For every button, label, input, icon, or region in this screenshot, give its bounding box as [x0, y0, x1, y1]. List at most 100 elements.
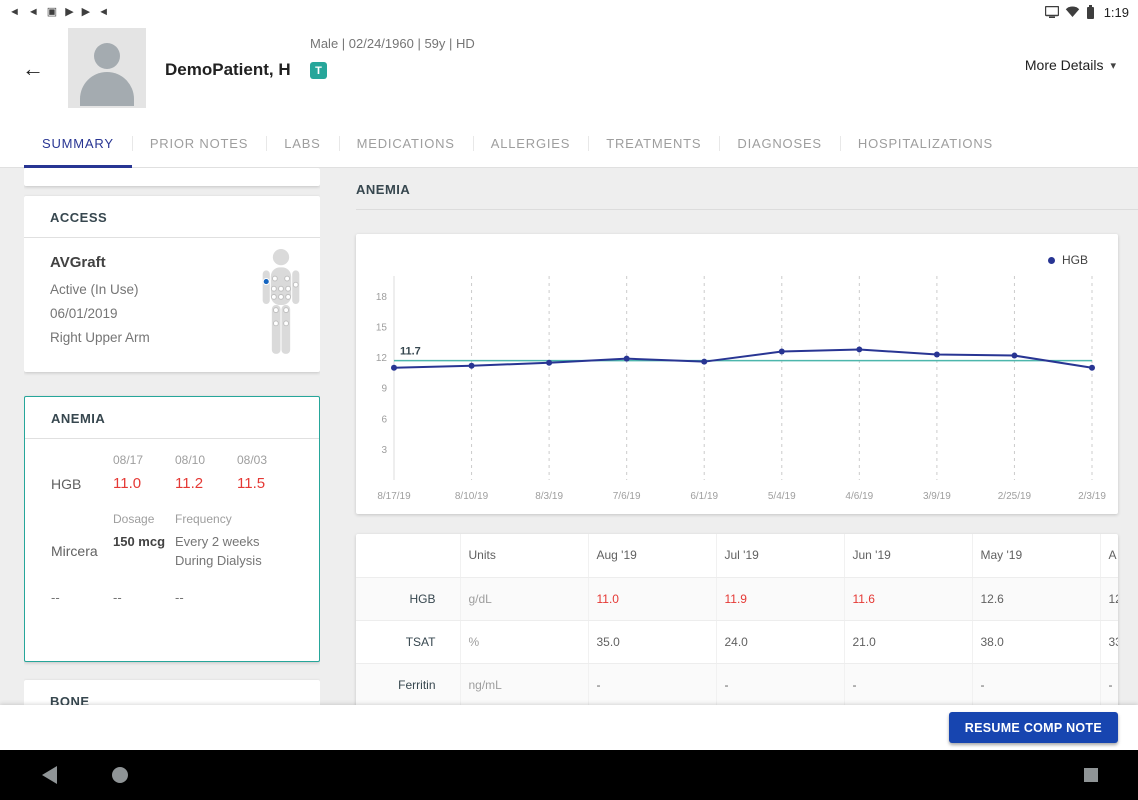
- system-status-icons: 1:19: [1044, 4, 1129, 20]
- tab-diagnoses[interactable]: DIAGNOSES: [719, 120, 840, 167]
- labs-header-row: Units Aug '19 Jul '19 Jun '19 May '19 A: [356, 534, 1118, 578]
- date-header: 08/03: [237, 453, 268, 467]
- dosage-header: Dosage: [113, 512, 155, 526]
- svg-text:6/1/19: 6/1/19: [690, 491, 718, 502]
- notification-icons: ◄ ◄ ▣ ▶ ▶ ◄: [9, 5, 110, 18]
- legend-dot-icon: [1047, 256, 1055, 264]
- tab-allergies[interactable]: ALLERGIES: [472, 120, 588, 167]
- patient-name: DemoPatient, H: [165, 60, 291, 79]
- date-header: 08/10: [175, 453, 206, 467]
- svg-text:12: 12: [376, 353, 388, 364]
- resume-comp-note-button[interactable]: RESUME COMP NOTE: [948, 712, 1118, 743]
- tab-hospitalizations[interactable]: HOSPITALIZATIONS: [839, 120, 1011, 167]
- more-details-button[interactable]: More Details ▾: [1025, 57, 1116, 73]
- media-play-icon: ▶: [65, 5, 74, 18]
- media-route-icon: ◄: [27, 5, 39, 18]
- labs-column-header: Units: [459, 534, 588, 578]
- divider: [25, 438, 319, 439]
- anemia-date-headers: 08/17 08/10 08/03: [25, 453, 319, 467]
- lab-name: HGB: [356, 577, 460, 621]
- media-route-icon: ◄: [98, 5, 110, 18]
- med-frequency: Every 2 weeks During Dialysis: [175, 534, 262, 568]
- hgb-chart-card: HGB 3 6 9 12 15 18 8/17/19 8/10/19 8/3/19 7/6/19 6…: [356, 234, 1118, 514]
- media-route-icon: ◄: [9, 5, 20, 18]
- labs-column-header: Jun '19: [843, 534, 972, 578]
- labs-table-card: Units Aug '19 Jul '19 Jun '19 May '19 A HGB g/d…: [356, 534, 1118, 705]
- svg-text:11.7: 11.7: [400, 346, 421, 358]
- clock: 1:19: [1103, 4, 1129, 20]
- lab-value: -: [971, 663, 1100, 705]
- anemia-med-headers: Dosage Frequency: [25, 512, 319, 526]
- labs-row: Ferritin ng/mL - - - - -: [356, 663, 1118, 705]
- hgb-value: 11.5: [237, 475, 266, 492]
- lab-unit: ng/mL: [459, 663, 588, 705]
- battery-icon: [1086, 5, 1094, 19]
- access-card-body: AVGraft Active (In Use) 06/01/2019 Right…: [24, 238, 320, 360]
- lab-value: 12.6: [971, 577, 1100, 621]
- anemia-card-selected[interactable]: ANEMIA 08/17 08/10 08/03 HGB 11.0 11.2 1…: [24, 396, 320, 662]
- hgb-value: 11.0: [113, 475, 142, 492]
- tab-treatments[interactable]: TREATMENTS: [588, 120, 719, 167]
- bone-card[interactable]: BONE: [24, 680, 320, 705]
- access-card[interactable]: ACCESS AVGraft Active (In Use) 06/01/201…: [24, 196, 320, 372]
- access-type: AVGraft: [50, 254, 106, 271]
- hgb-trend-chart[interactable]: 3 6 9 12 15 18 8/17/19 8/10/19 8/3/19 7/6/19 6/1/1…: [368, 270, 1106, 508]
- labs-column-header: Aug '19: [587, 534, 716, 578]
- lab-value: 24.0: [715, 620, 844, 664]
- back-button[interactable]: ←: [22, 56, 44, 81]
- android-nav-bar: [0, 750, 1138, 800]
- lab-value: -: [1099, 663, 1118, 705]
- svg-text:8/3/19: 8/3/19: [535, 491, 563, 502]
- lab-value: 11.0: [587, 577, 716, 621]
- access-card-title: ACCESS: [50, 210, 108, 225]
- svg-text:2/25/19: 2/25/19: [998, 491, 1032, 502]
- empty-value: --: [113, 590, 122, 605]
- labs-column-header: May '19: [971, 534, 1100, 578]
- chevron-down-icon: ▾: [1110, 59, 1116, 72]
- lab-value: 21.0: [843, 620, 972, 664]
- svg-text:6: 6: [381, 414, 387, 425]
- lab-value: -: [587, 663, 716, 705]
- access-status: Active (In Use): [50, 282, 139, 297]
- anemia-card-title: ANEMIA: [51, 411, 106, 426]
- section-title: ANEMIA: [356, 182, 411, 197]
- lab-value: 33: [1099, 620, 1118, 664]
- clipped-card: [24, 168, 320, 186]
- more-details-label: More Details: [1024, 57, 1104, 73]
- svg-text:15: 15: [376, 323, 388, 334]
- tab-prior-notes[interactable]: PRIOR NOTES: [131, 120, 266, 167]
- svg-text:5/4/19: 5/4/19: [768, 491, 796, 502]
- status-bar: ◄ ◄ ▣ ▶ ▶ ◄ 1:19: [0, 0, 1138, 24]
- lab-unit: %: [459, 620, 588, 664]
- cast-icon: [1044, 6, 1059, 18]
- recents-icon[interactable]: [1084, 768, 1098, 782]
- screenshot-icon: ▣: [46, 5, 58, 18]
- tab-medications[interactable]: MEDICATIONS: [338, 120, 473, 167]
- bottom-action-bar: RESUME COMP NOTE: [0, 705, 1138, 750]
- back-icon[interactable]: [42, 766, 57, 784]
- tab-labs[interactable]: LABS: [266, 120, 338, 167]
- tab-summary[interactable]: SUMMARY: [24, 120, 132, 168]
- empty-value: --: [51, 590, 60, 605]
- empty-value: --: [175, 590, 184, 605]
- labs-column-header: Jul '19: [715, 534, 844, 578]
- med-name: Mircera: [51, 543, 98, 559]
- legend-label: HGB: [1061, 253, 1088, 267]
- svg-text:7/6/19: 7/6/19: [613, 491, 641, 502]
- svg-text:2/3/19: 2/3/19: [1078, 491, 1106, 502]
- home-icon[interactable]: [112, 767, 128, 783]
- lab-value: 11.9: [715, 577, 844, 621]
- wifi-icon: [1065, 6, 1079, 17]
- access-location: Right Upper Arm: [50, 330, 150, 345]
- svg-text:3/9/19: 3/9/19: [923, 491, 951, 502]
- patient-demographics: Male | 02/24/1960 | 59y | HD: [310, 36, 475, 51]
- lab-name: Ferritin: [356, 663, 460, 705]
- svg-text:8/17/19: 8/17/19: [377, 491, 411, 502]
- svg-text:3: 3: [381, 445, 387, 456]
- med-dosage: 150 mcg: [113, 534, 166, 549]
- summary-sidebar[interactable]: ACCESS AVGraft Active (In Use) 06/01/201…: [24, 168, 320, 705]
- bone-card-title: BONE: [50, 694, 90, 705]
- lab-name: TSAT: [356, 620, 460, 664]
